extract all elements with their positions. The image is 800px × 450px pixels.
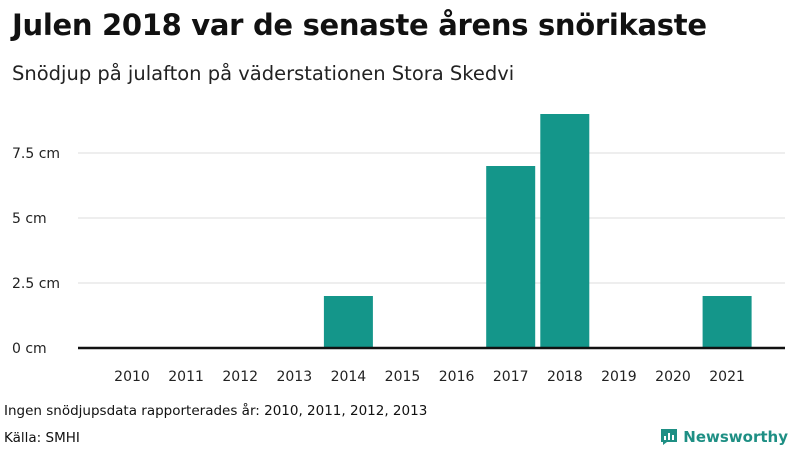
y-tick-label: 0 cm — [12, 341, 47, 357]
y-tick-label: 2.5 cm — [12, 276, 60, 292]
bar — [702, 296, 752, 348]
brand-logo: Newsworthy — [660, 428, 788, 446]
x-tick-label: 2017 — [493, 369, 529, 385]
brand-name: Newsworthy — [683, 428, 788, 446]
y-tick-label: 7.5 cm — [12, 146, 60, 162]
x-tick-label: 2020 — [655, 369, 691, 385]
bar — [486, 166, 536, 348]
source-label: Källa: SMHI — [4, 430, 80, 446]
x-tick-label: 2013 — [276, 369, 312, 385]
x-tick-label: 2010 — [114, 369, 150, 385]
x-tick-label: 2021 — [709, 369, 745, 385]
x-tick-label: 2016 — [439, 369, 475, 385]
chart-subtitle: Snödjup på julafton på väderstationen St… — [12, 62, 515, 85]
x-tick-label: 2011 — [168, 369, 204, 385]
x-tick-label: 2018 — [547, 369, 583, 385]
missing-data-note: Ingen snödjupsdata rapporterades år: 201… — [4, 403, 428, 419]
x-tick-label: 2015 — [385, 369, 421, 385]
chart-logo-icon — [661, 429, 678, 445]
chart-title: Julen 2018 var de senaste årens snörikas… — [12, 8, 707, 42]
x-tick-label: 2012 — [222, 369, 258, 385]
x-tick-label: 2014 — [331, 369, 367, 385]
y-tick-label: 5 cm — [12, 211, 47, 227]
bar — [323, 296, 373, 348]
bar — [540, 114, 590, 348]
bar-chart: 0 cm 2.5 cm 5 cm 7.5 cm 2010 2011 2012 2013 2014… — [12, 114, 785, 385]
x-tick-label: 2019 — [601, 369, 637, 385]
